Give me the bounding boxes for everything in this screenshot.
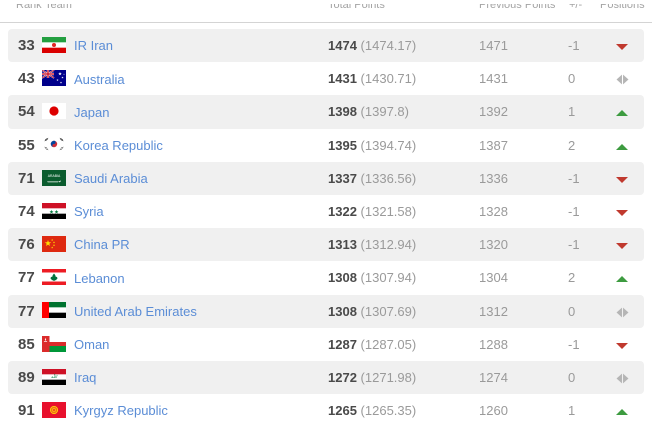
svg-text:اللّه: اللّه [51, 373, 58, 379]
svg-text:ARABIA: ARABIA [48, 174, 61, 178]
